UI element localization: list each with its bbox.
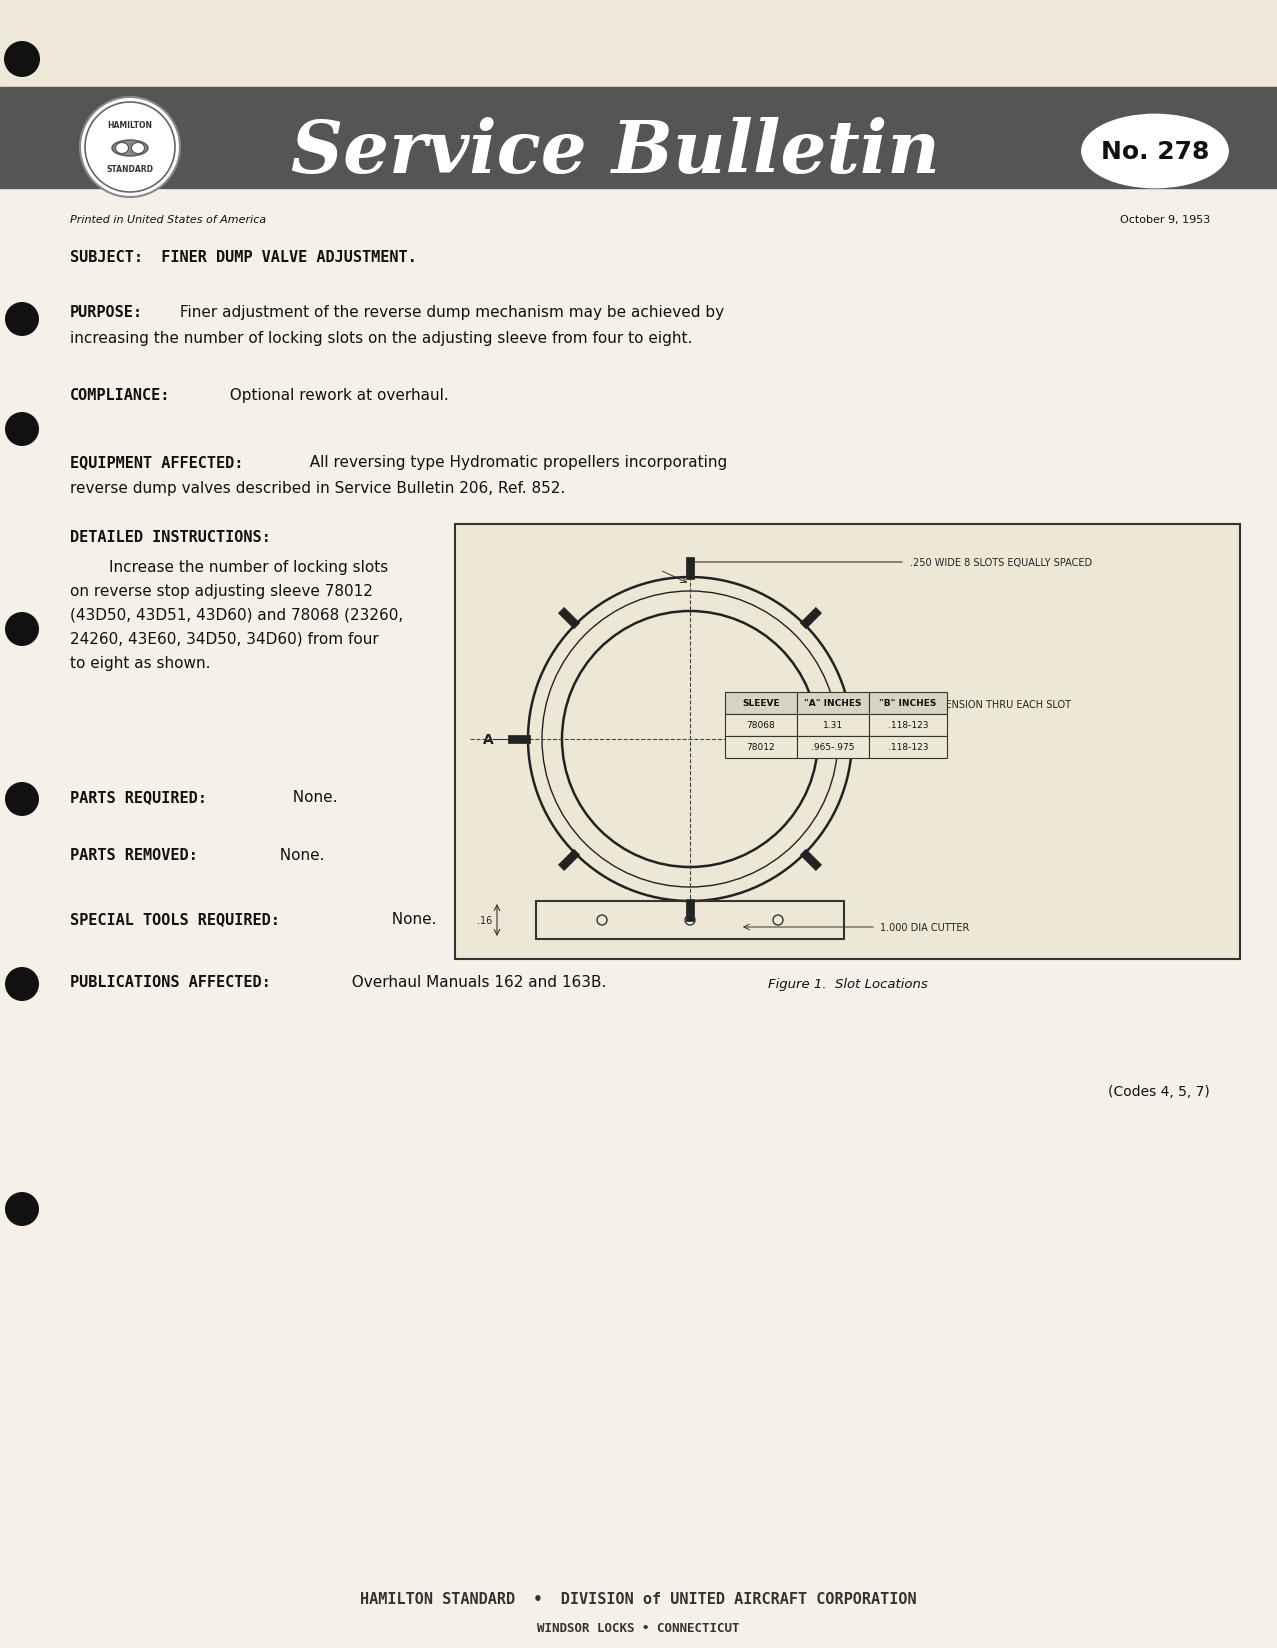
Text: A: A — [483, 733, 494, 747]
Bar — [870, 692, 948, 715]
Ellipse shape — [132, 143, 144, 155]
Polygon shape — [686, 557, 693, 580]
Circle shape — [4, 41, 40, 77]
Circle shape — [5, 412, 40, 447]
Polygon shape — [508, 735, 530, 743]
Circle shape — [5, 303, 40, 336]
Text: .250 WIDE 8 SLOTS EQUALLY SPACED: .250 WIDE 8 SLOTS EQUALLY SPACED — [911, 557, 1092, 567]
Text: None.: None. — [283, 789, 337, 804]
Text: .118-123: .118-123 — [888, 722, 928, 730]
Text: Figure 1.  Slot Locations: Figure 1. Slot Locations — [767, 977, 927, 990]
Text: Finer adjustment of the reverse dump mechanism may be achieved by: Finer adjustment of the reverse dump mec… — [175, 305, 724, 320]
Circle shape — [5, 967, 40, 1002]
Text: (Codes 4, 5, 7): (Codes 4, 5, 7) — [1108, 1084, 1211, 1098]
Text: PARTS REMOVED:: PARTS REMOVED: — [70, 847, 198, 862]
Text: Overhaul Manuals 162 and 163B.: Overhaul Manuals 162 and 163B. — [342, 974, 607, 989]
Text: to eight as shown.: to eight as shown. — [70, 656, 211, 671]
Text: HAMILTON STANDARD  •  DIVISION of UNITED AIRCRAFT CORPORATION: HAMILTON STANDARD • DIVISION of UNITED A… — [360, 1590, 917, 1607]
Polygon shape — [801, 608, 821, 630]
Polygon shape — [686, 900, 693, 921]
Bar — [725, 692, 797, 715]
Text: 78068: 78068 — [747, 722, 775, 730]
Text: WINDSOR LOCKS • CONNECTICUT: WINDSOR LOCKS • CONNECTICUT — [536, 1622, 739, 1635]
Polygon shape — [558, 608, 580, 630]
Text: SPECIAL TOOLS REQUIRED:: SPECIAL TOOLS REQUIRED: — [70, 911, 280, 926]
Bar — [455, 524, 1240, 959]
Text: PURPOSE:: PURPOSE: — [70, 305, 143, 320]
Text: Optional rework at overhaul.: Optional rework at overhaul. — [220, 387, 448, 402]
Text: "B" INCHES: "B" INCHES — [880, 699, 937, 709]
Text: October 9, 1953: October 9, 1953 — [1120, 214, 1211, 224]
Text: on reverse stop adjusting sleeve 78012: on reverse stop adjusting sleeve 78012 — [70, 583, 373, 598]
Bar — [797, 715, 870, 737]
Text: 24260, 43E60, 34D50, 34D60) from four: 24260, 43E60, 34D50, 34D60) from four — [70, 631, 379, 646]
Text: None.: None. — [269, 847, 324, 862]
Text: DETAILED INSTRUCTIONS:: DETAILED INSTRUCTIONS: — [70, 529, 271, 545]
Bar — [870, 715, 948, 737]
Text: STANDARD: STANDARD — [106, 165, 153, 175]
Text: Service Bulletin: Service Bulletin — [291, 117, 940, 188]
Bar — [0, 0, 1277, 87]
Text: Increase the number of locking slots: Increase the number of locking slots — [70, 560, 388, 575]
Circle shape — [5, 783, 40, 816]
Circle shape — [80, 97, 180, 198]
Text: 78012: 78012 — [747, 743, 775, 751]
Text: All reversing type Hydromatic propellers incorporating: All reversing type Hydromatic propellers… — [300, 455, 727, 470]
Text: EQUIPMENT AFFECTED:: EQUIPMENT AFFECTED: — [70, 455, 244, 470]
Text: Printed in United States of America: Printed in United States of America — [70, 214, 266, 224]
Text: SLEEVE: SLEEVE — [742, 699, 780, 709]
Bar — [870, 737, 948, 758]
Circle shape — [5, 613, 40, 646]
Text: 1.31: 1.31 — [822, 722, 843, 730]
Text: .16: .16 — [476, 915, 492, 926]
Polygon shape — [801, 850, 821, 872]
Text: 1.000 DIA CUTTER: 1.000 DIA CUTTER — [880, 923, 969, 933]
Bar — [797, 737, 870, 758]
Text: DRILL "B" DIMENSION THRU EACH SLOT: DRILL "B" DIMENSION THRU EACH SLOT — [876, 699, 1071, 710]
Polygon shape — [558, 850, 580, 872]
Text: COMPLIANCE:: COMPLIANCE: — [70, 387, 170, 402]
Text: PUBLICATIONS AFFECTED:: PUBLICATIONS AFFECTED: — [70, 974, 271, 989]
Text: PARTS REQUIRED:: PARTS REQUIRED: — [70, 789, 207, 804]
Text: None.: None. — [382, 911, 437, 926]
Polygon shape — [850, 735, 872, 743]
Bar — [536, 901, 844, 939]
Text: (43D50, 43D51, 43D60) and 78068 (23260,: (43D50, 43D51, 43D60) and 78068 (23260, — [70, 608, 404, 623]
Text: SUBJECT:  FINER DUMP VALVE ADJUSTMENT.: SUBJECT: FINER DUMP VALVE ADJUSTMENT. — [70, 250, 416, 265]
Ellipse shape — [115, 143, 129, 155]
Text: No. 278: No. 278 — [1101, 140, 1209, 163]
Text: .118-123: .118-123 — [888, 743, 928, 751]
Bar — [725, 715, 797, 737]
Text: .080: .080 — [876, 720, 898, 730]
Ellipse shape — [1083, 115, 1227, 188]
Text: increasing the number of locking slots on the adjusting sleeve from four to eigh: increasing the number of locking slots o… — [70, 331, 692, 346]
Text: HAMILTON: HAMILTON — [107, 122, 152, 130]
Text: .965-.975: .965-.975 — [811, 743, 854, 751]
Bar — [725, 737, 797, 758]
Circle shape — [5, 1192, 40, 1226]
Text: "A" INCHES: "A" INCHES — [805, 699, 862, 709]
Bar — [0, 87, 1277, 190]
Text: reverse dump valves described in Service Bulletin 206, Ref. 852.: reverse dump valves described in Service… — [70, 481, 566, 496]
Bar — [797, 692, 870, 715]
Ellipse shape — [112, 142, 148, 157]
